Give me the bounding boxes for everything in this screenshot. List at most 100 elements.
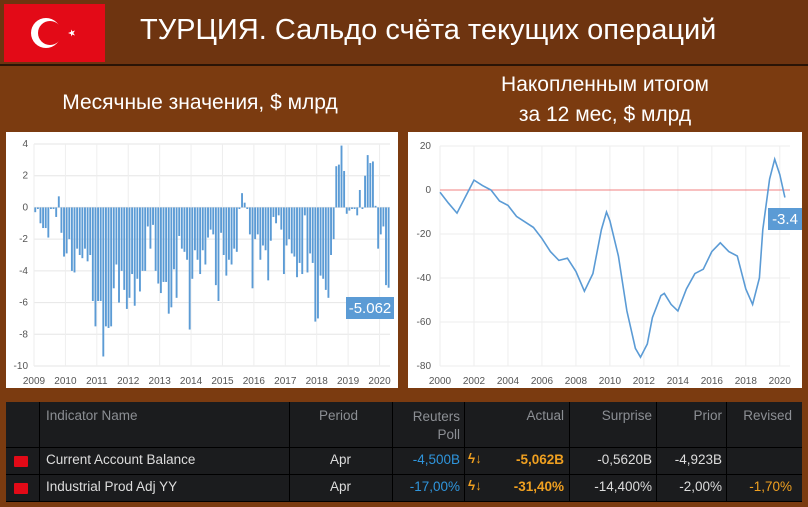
bar bbox=[267, 207, 270, 281]
bar bbox=[91, 207, 94, 301]
bar bbox=[259, 207, 262, 260]
bar bbox=[235, 207, 238, 252]
col-label: Poll bbox=[437, 427, 460, 442]
bar bbox=[343, 170, 346, 208]
bar bbox=[254, 207, 257, 240]
bar bbox=[136, 207, 139, 279]
bar bbox=[123, 207, 126, 290]
bar bbox=[330, 207, 332, 255]
bar bbox=[256, 207, 259, 235]
bar bbox=[348, 207, 351, 211]
bar bbox=[120, 207, 123, 271]
surprise-down-icon: ϟ↓ bbox=[468, 478, 482, 493]
surprise: -14,400% bbox=[594, 479, 652, 494]
y-tick-label: -10 bbox=[14, 361, 29, 372]
bar bbox=[47, 207, 50, 238]
bar bbox=[369, 163, 372, 208]
bar bbox=[228, 207, 230, 260]
page-title: ТУРЦИЯ. Сальдо счёта текущих операций bbox=[140, 14, 717, 46]
bar bbox=[387, 207, 390, 288]
bar bbox=[86, 207, 89, 262]
bar bbox=[167, 207, 170, 314]
bar bbox=[115, 207, 118, 265]
bar bbox=[340, 145, 343, 208]
bar bbox=[385, 207, 387, 286]
col-indicator-name[interactable]: Indicator Name bbox=[46, 408, 138, 423]
surprise-down-icon: ϟ↓ bbox=[468, 451, 482, 466]
bar bbox=[275, 207, 278, 224]
bar bbox=[296, 207, 298, 278]
x-tick-label: 2014 bbox=[667, 376, 690, 387]
col-reuters-poll[interactable]: Reuters Poll bbox=[394, 408, 460, 444]
bar bbox=[186, 207, 189, 260]
bar bbox=[173, 207, 175, 270]
bar bbox=[377, 207, 380, 249]
bar bbox=[309, 207, 312, 254]
bar bbox=[149, 207, 152, 249]
table-row[interactable]: Current Account Balance Apr -4,500B ϟ↓ -… bbox=[6, 448, 802, 475]
bar bbox=[311, 207, 314, 263]
bar bbox=[193, 207, 196, 251]
bar bbox=[351, 207, 353, 210]
bar bbox=[60, 207, 63, 233]
bar bbox=[371, 161, 374, 208]
x-tick-label: 2012 bbox=[117, 376, 140, 387]
bar bbox=[246, 207, 249, 210]
surprise: -0,5620B bbox=[597, 452, 652, 467]
bar bbox=[97, 207, 100, 301]
bar bbox=[141, 207, 144, 271]
bar bbox=[55, 207, 58, 217]
x-tick-label: 2000 bbox=[429, 376, 452, 387]
bar bbox=[264, 207, 267, 251]
bar bbox=[39, 207, 42, 224]
y-tick-label: -2 bbox=[19, 234, 28, 245]
table-row[interactable]: Industrial Prod Adj YY Apr -17,00% ϟ↓ -3… bbox=[6, 475, 802, 502]
bar bbox=[110, 207, 113, 327]
bar bbox=[139, 207, 141, 292]
right-chart-subtitle: Накопленным итогом за 12 мес, $ млрд bbox=[440, 70, 770, 130]
bar bbox=[196, 207, 199, 260]
col-surprise[interactable]: Surprise bbox=[601, 408, 652, 423]
y-tick-label: -4 bbox=[19, 266, 28, 277]
y-tick-label: -6 bbox=[19, 298, 28, 309]
x-tick-label: 2010 bbox=[599, 376, 622, 387]
bar bbox=[146, 207, 149, 227]
bar bbox=[322, 207, 325, 279]
col-prior[interactable]: Prior bbox=[693, 408, 722, 423]
col-actual[interactable]: Actual bbox=[526, 408, 564, 423]
bar bbox=[144, 207, 147, 271]
bar bbox=[306, 207, 309, 273]
bar bbox=[76, 207, 79, 249]
col-label: Reuters bbox=[412, 409, 460, 424]
table-header: Indicator Name Period Reuters Poll Actual… bbox=[6, 402, 802, 448]
bar bbox=[217, 207, 220, 301]
bar bbox=[301, 207, 304, 275]
x-tick-label: 2012 bbox=[633, 376, 656, 387]
bar bbox=[332, 207, 335, 240]
bar bbox=[214, 207, 217, 286]
x-tick-label: 2009 bbox=[23, 376, 46, 387]
col-revised[interactable]: Revised bbox=[743, 408, 792, 423]
bar bbox=[324, 207, 327, 290]
bar bbox=[65, 207, 68, 254]
bar bbox=[225, 207, 228, 276]
bar bbox=[201, 207, 204, 251]
x-tick-label: 2006 bbox=[531, 376, 554, 387]
bar bbox=[175, 207, 178, 298]
bar bbox=[180, 207, 183, 249]
y-tick-label: -20 bbox=[417, 229, 432, 240]
bar bbox=[102, 207, 105, 357]
header: ТУРЦИЯ. Сальдо счёта текущих операций bbox=[0, 0, 808, 66]
col-period[interactable]: Period bbox=[319, 408, 359, 423]
bar bbox=[298, 207, 301, 263]
actual: -31,40% bbox=[513, 479, 564, 494]
y-tick-label: 2 bbox=[22, 171, 28, 182]
monthly-bar-chart: 4 2 0 -2 -4 -6 -8 -10 2009 2010 2011 2012 2013 2014 20… bbox=[6, 132, 398, 388]
bar bbox=[282, 207, 285, 275]
bar bbox=[199, 207, 202, 275]
y-tick-label: 0 bbox=[22, 202, 28, 213]
x-tick-label: 2015 bbox=[211, 376, 234, 387]
value-callout-label: -3.4 bbox=[772, 211, 798, 228]
bar bbox=[107, 207, 110, 328]
bar bbox=[44, 207, 47, 229]
